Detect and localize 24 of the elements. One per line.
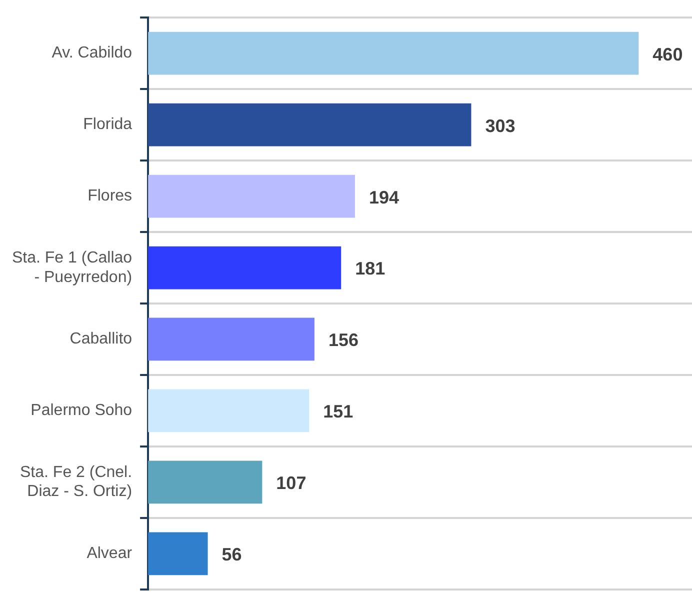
y-tick-label: Florida — [83, 116, 132, 134]
bar — [148, 174, 355, 218]
y-tick-label: Sta. Fe 1 (Callao - Pueyrredon) — [12, 250, 132, 286]
y-tick-label: Alvear — [86, 545, 133, 562]
bar — [148, 246, 342, 290]
bar — [148, 532, 208, 576]
bar — [148, 103, 472, 146]
y-tick-label: Palermo Soho — [30, 402, 132, 420]
bar — [148, 389, 310, 432]
y-tick-label: Av. Cabildo — [52, 44, 132, 62]
data-label: 107 — [276, 473, 306, 494]
y-tick-label: Caballito — [70, 330, 132, 348]
data-label: 194 — [368, 187, 400, 208]
data-label: 56 — [222, 544, 242, 565]
bar — [148, 460, 262, 504]
data-label: 303 — [485, 116, 516, 136]
data-label: 151 — [323, 402, 354, 422]
y-tick-label: Flores — [88, 188, 132, 205]
y-tick-label: Sta. Fe 2 (Cnel. Diaz - S. Ortiz) — [20, 464, 132, 500]
bar — [148, 32, 639, 75]
bar — [148, 318, 314, 361]
data-label: 156 — [328, 330, 358, 350]
data-label: 181 — [355, 258, 386, 279]
data-label: 460 — [652, 44, 683, 64]
